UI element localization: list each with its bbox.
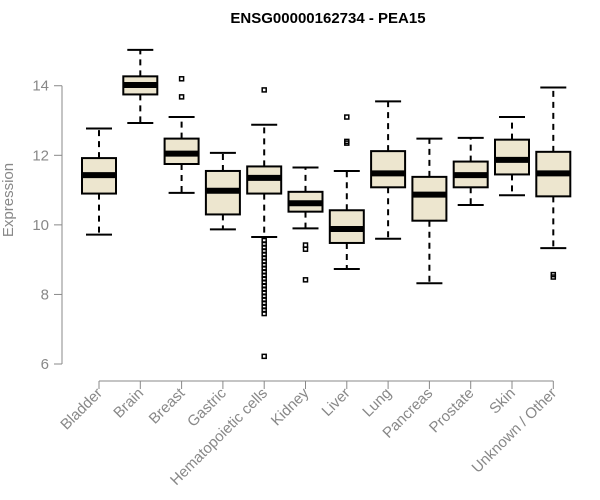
x-tick-label: Skin xyxy=(486,385,519,418)
box-group xyxy=(287,166,324,283)
x-tick-label: Prostate xyxy=(426,385,478,437)
boxes-layer xyxy=(81,48,572,360)
outlier-point xyxy=(178,76,185,82)
x-tick-label: Brain xyxy=(110,385,147,422)
box-group xyxy=(328,114,365,271)
outlier-point xyxy=(302,242,309,248)
box-group xyxy=(122,48,159,124)
box-group xyxy=(452,136,489,207)
outlier-point xyxy=(178,94,185,100)
outlier-point xyxy=(261,353,267,360)
x-tick-label: Lung xyxy=(359,385,395,421)
y-tick-label: 6 xyxy=(41,356,49,373)
chart-title: ENSG00000162734 - PEA15 xyxy=(230,10,425,27)
y-tick-label: 10 xyxy=(32,217,49,234)
box-group xyxy=(81,127,117,236)
box-group xyxy=(535,86,572,280)
outlier-point xyxy=(344,114,350,120)
box-group xyxy=(246,87,283,360)
iqr-box xyxy=(370,150,407,189)
box-group xyxy=(494,116,530,197)
x-tick-label: Bladder xyxy=(57,385,106,434)
y-tick-label: 14 xyxy=(32,78,49,95)
box-group xyxy=(411,137,448,285)
outlier-point xyxy=(302,277,309,283)
iqr-box xyxy=(411,175,448,222)
outlier-point xyxy=(261,310,267,317)
x-tick-label: Kidney xyxy=(268,384,313,429)
x-tick-label: Liver xyxy=(319,385,354,420)
box-group xyxy=(163,76,200,194)
box-group xyxy=(204,151,241,231)
y-axis-label: Expression xyxy=(0,163,17,237)
y-axis: 6 8 10 12 14 xyxy=(32,78,63,373)
x-tick-label: Breast xyxy=(146,384,189,427)
y-tick-label: 12 xyxy=(32,147,49,164)
outlier-point xyxy=(344,138,350,145)
y-tick-label: 8 xyxy=(41,286,49,303)
outlier-point xyxy=(302,246,309,252)
outlier-point xyxy=(261,87,267,93)
outlier-point xyxy=(550,274,557,280)
box-group xyxy=(370,100,407,240)
